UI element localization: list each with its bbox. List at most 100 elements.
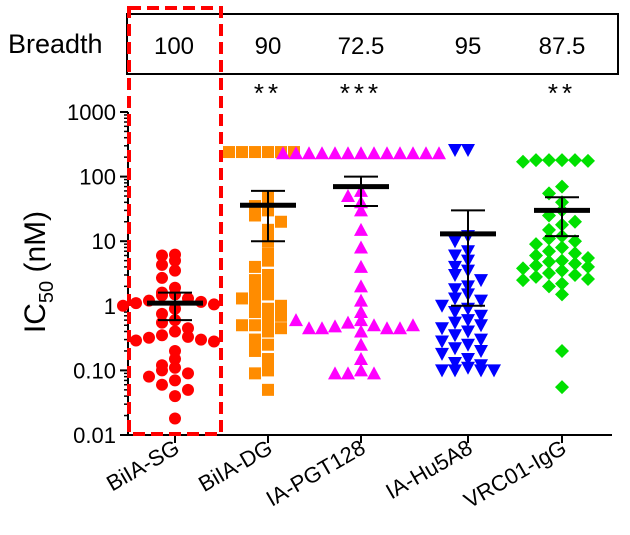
data-point [568, 267, 582, 282]
data-point [448, 364, 462, 378]
data-point [262, 325, 274, 338]
data-point [341, 366, 355, 380]
data-point [448, 268, 462, 282]
data-point [354, 363, 368, 377]
data-point [393, 321, 407, 335]
y-axis-title: IC50 (nM) [19, 211, 58, 333]
breadth-value: 87.5 [539, 33, 586, 60]
data-point [367, 366, 381, 380]
data-point [354, 324, 368, 338]
highlight-box [127, 6, 223, 436]
data-point [182, 330, 194, 343]
data-point [542, 231, 556, 246]
data-point [249, 274, 261, 287]
data-point [419, 146, 433, 160]
data-point [555, 240, 569, 255]
data-point [435, 322, 449, 336]
data-point [156, 249, 168, 262]
data-point [367, 146, 381, 160]
data-point [474, 364, 488, 378]
data-point [143, 370, 155, 383]
data-point [354, 203, 368, 217]
data-point [448, 260, 462, 274]
data-point [302, 146, 316, 160]
data-point [555, 253, 569, 268]
data-points [117, 144, 595, 425]
data-point [156, 271, 168, 284]
data-point [275, 322, 287, 335]
data-point [474, 333, 488, 347]
data-point [448, 292, 462, 306]
data-point [529, 153, 543, 168]
data-point [367, 318, 381, 332]
data-point [249, 319, 261, 332]
data-point [448, 235, 462, 249]
geomean-error-bars [147, 175, 590, 322]
data-point [275, 215, 287, 228]
data-point [542, 222, 556, 237]
data-point [487, 364, 501, 378]
data-point [275, 299, 287, 312]
breadth-value: 90 [255, 33, 282, 60]
y-axis-title-main: IC [19, 303, 52, 333]
data-point [474, 274, 488, 288]
data-point [380, 321, 394, 335]
data-point [249, 283, 261, 296]
data-point [581, 259, 595, 274]
x-tick-label: IA-PGT128 [262, 435, 370, 512]
breadth-label: Breadth [8, 29, 103, 59]
data-point [236, 292, 248, 305]
data-point [262, 146, 274, 159]
data-point [529, 258, 543, 273]
data-point [262, 364, 274, 377]
y-axis-title-subscript: 50 [36, 281, 58, 303]
data-point [249, 333, 261, 346]
data-point [328, 366, 342, 380]
data-point [169, 254, 181, 267]
significance-marker: ** [548, 78, 576, 108]
data-point [354, 240, 368, 254]
data-point [448, 249, 462, 263]
data-point [555, 263, 569, 278]
y-tick-label: 0.10 [73, 358, 116, 383]
data-point [354, 352, 368, 366]
data-point [276, 146, 290, 160]
data-point [461, 325, 475, 339]
data-point [529, 248, 543, 263]
data-point [393, 146, 407, 160]
data-point [249, 146, 261, 159]
data-point [542, 254, 556, 269]
data-point [182, 367, 194, 380]
data-point [555, 380, 569, 395]
data-point [529, 269, 543, 284]
data-point [156, 329, 168, 342]
data-point [568, 234, 582, 249]
data-point [474, 309, 488, 323]
breadth-value: 95 [455, 33, 482, 60]
data-point [223, 146, 235, 159]
data-point [156, 289, 168, 302]
data-point [516, 261, 530, 276]
y-axis: 0.01 0.10 1 10 100 1000 [67, 100, 129, 448]
data-point [555, 343, 569, 358]
data-point [354, 313, 368, 327]
y-tick-label: 1 [104, 294, 116, 319]
data-point [169, 353, 181, 366]
data-point [461, 361, 475, 375]
data-point [262, 353, 274, 366]
data-point [156, 258, 168, 271]
y-tick-label: 1000 [67, 100, 116, 125]
significance-marker: ** [254, 78, 282, 108]
data-point [354, 337, 368, 351]
data-point [435, 335, 449, 349]
data-point [249, 294, 261, 307]
data-point [262, 288, 274, 301]
data-point [208, 335, 220, 348]
data-point [474, 294, 488, 308]
data-point [461, 144, 475, 157]
data-point [448, 283, 462, 297]
data-point [169, 374, 181, 387]
data-point [262, 268, 274, 281]
data-point [406, 318, 420, 332]
